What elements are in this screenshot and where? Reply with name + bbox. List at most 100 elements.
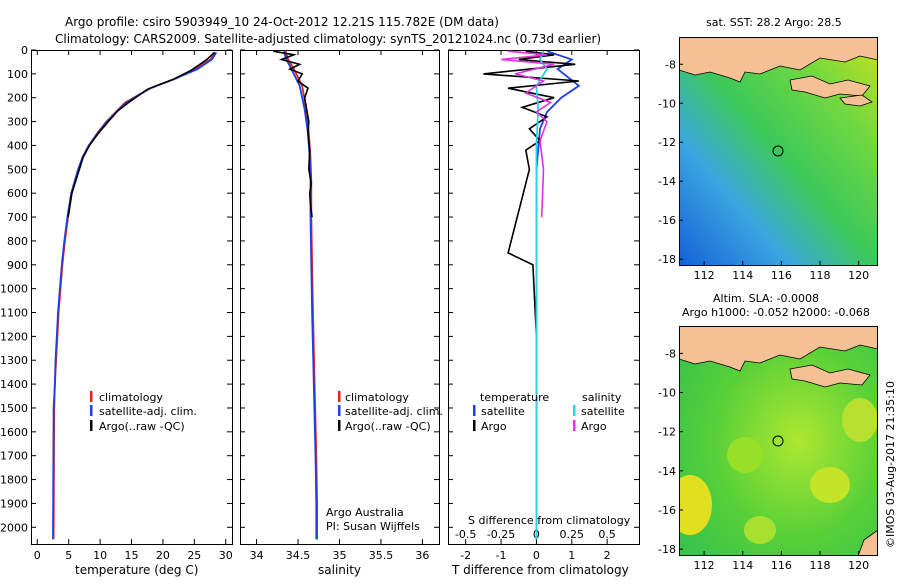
map-y-tick-label: -10 xyxy=(658,97,676,110)
watermark: ©IMOS 03-Aug-2017 21:35:10 xyxy=(884,381,897,548)
y-tick-label: 1100 xyxy=(0,307,28,320)
map-y-tick-label: -16 xyxy=(658,214,676,227)
land-sumbawa xyxy=(839,94,873,107)
map-y-tick-label: -8 xyxy=(665,347,676,360)
y-tick-label: 600 xyxy=(7,187,28,200)
legend-label-argo: Argo(..raw -QC) xyxy=(99,420,185,433)
y-tick-label: 300 xyxy=(7,116,28,129)
difference-xlabel: T difference from climatology xyxy=(451,563,629,577)
x-tick-label: 36 xyxy=(415,549,429,562)
legend-swatch-climatology xyxy=(338,391,341,402)
legend-label-argo: Argo(..raw -QC) xyxy=(345,420,431,433)
legend-label-s-argo: Argo xyxy=(581,420,607,433)
s-tick-label: 0.25 xyxy=(560,528,585,541)
legend-label-t-argo: Argo xyxy=(481,420,507,433)
salinity-panel xyxy=(240,50,440,545)
header-line-2: Climatology: CARS2009. Satellite-adjuste… xyxy=(55,32,601,46)
x-tick-label: 10 xyxy=(93,549,107,562)
x-tick-label: 2 xyxy=(604,549,611,562)
map-x-tick-label: 118 xyxy=(810,269,831,282)
series-line-clim xyxy=(52,51,216,540)
y-tick-label: 100 xyxy=(7,68,28,81)
series-line-argo xyxy=(483,50,579,337)
x-tick-label: 30 xyxy=(219,549,233,562)
x-tick-label: 1 xyxy=(568,549,575,562)
y-tick-label: 200 xyxy=(7,92,28,105)
series-line-sal_argo xyxy=(501,50,555,218)
legend-label-satellite: satellite-adj. clim. xyxy=(99,405,197,418)
map-y-tick-label: -8 xyxy=(665,58,676,71)
difference-legend: temperature salinity satellite Argo sate… xyxy=(473,391,625,433)
map-x-tick-label: 118 xyxy=(810,559,831,572)
map-x-tick-label: 112 xyxy=(694,269,715,282)
legend-label-t-satellite: satellite xyxy=(481,405,525,418)
legend-label-satellite: satellite-adj. clim. xyxy=(345,405,443,418)
legend-label-s-satellite: satellite xyxy=(581,405,625,418)
legend-title-salinity: salinity xyxy=(582,391,622,404)
temperature-legend: climatology satellite-adj. clim. Argo(..… xyxy=(90,391,197,433)
temperature-panel xyxy=(31,50,233,545)
temperature-xlabel: temperature (deg C) xyxy=(75,563,198,577)
land-java xyxy=(679,326,878,372)
s-tick-label: -0.5 xyxy=(455,528,476,541)
x-tick-label: -2 xyxy=(460,549,471,562)
y-tick-label: 1000 xyxy=(0,283,28,296)
argo-float-marker xyxy=(772,435,784,447)
map-x-tick-label: 116 xyxy=(771,269,792,282)
sst-map-title: sat. SST: 28.2 Argo: 28.5 xyxy=(706,16,842,29)
legend-swatch-satellite xyxy=(338,405,341,416)
legend-swatch-satellite xyxy=(90,405,93,416)
land-java xyxy=(679,37,878,83)
map-y-tick-label: -12 xyxy=(658,136,676,149)
y-tick-label: 1200 xyxy=(0,330,28,343)
series-line-argo xyxy=(67,51,215,218)
sst-map xyxy=(679,37,878,266)
legend-label-climatology: climatology xyxy=(99,391,163,404)
map-x-tick-label: 116 xyxy=(771,559,792,572)
y-tick-label: 2000 xyxy=(0,521,28,534)
sla-map xyxy=(679,326,878,556)
s-tick-label: 0.5 xyxy=(598,528,616,541)
y-tick-label: 0 xyxy=(21,44,28,57)
y-tick-label: 1700 xyxy=(0,450,28,463)
map-y-tick-label: -10 xyxy=(658,387,676,400)
legend-swatch-s-argo xyxy=(573,420,576,431)
map-x-tick-label: 114 xyxy=(732,559,753,572)
salinity-xlabel: salinity xyxy=(318,563,361,577)
legend-title-temperature: temperature xyxy=(480,391,549,404)
legend-label-climatology: climatology xyxy=(345,391,409,404)
y-tick-label: 400 xyxy=(7,139,28,152)
map-y-tick-label: -18 xyxy=(658,253,676,266)
land-bali-lombok xyxy=(789,364,871,388)
y-tick-label: 700 xyxy=(7,211,28,224)
series-line-sat xyxy=(535,50,581,540)
land-australia xyxy=(857,529,878,556)
legend-swatch-argo xyxy=(338,420,341,431)
header-line-1: Argo profile: csiro 5903949_10 24-Oct-20… xyxy=(65,15,499,29)
legend-swatch-argo xyxy=(90,420,93,431)
map-x-tick-label: 114 xyxy=(732,269,753,282)
pi-label: PI: Susan Wijffels xyxy=(326,520,420,533)
sla-map-title-2: Argo h1000: -0.052 h2000: -0.068 xyxy=(682,306,870,319)
x-tick-label: 15 xyxy=(125,549,139,562)
series-line-argo xyxy=(273,50,313,218)
sla-map-title-1: Altim. SLA: -0.0008 xyxy=(713,292,819,305)
difference-panel xyxy=(448,50,640,545)
map-x-tick-label: 120 xyxy=(848,269,869,282)
x-tick-label: 25 xyxy=(187,549,201,562)
x-tick-label: 34.5 xyxy=(286,549,311,562)
y-tick-label: 800 xyxy=(7,235,28,248)
legend-swatch-t-argo xyxy=(473,420,476,431)
map-y-tick-label: -16 xyxy=(658,504,676,517)
y-tick-label: 1400 xyxy=(0,378,28,391)
map-y-tick-label: -14 xyxy=(658,465,676,478)
map-x-tick-label: 120 xyxy=(848,559,869,572)
series-line-sat xyxy=(283,50,318,540)
salinity-legend: climatology satellite-adj. clim. Argo(..… xyxy=(338,391,443,433)
y-tick-label: 1900 xyxy=(0,497,28,510)
x-tick-label: 20 xyxy=(156,549,170,562)
s-tick-label: -0.25 xyxy=(487,528,515,541)
y-tick-label: 1600 xyxy=(0,426,28,439)
y-tick-label: 1500 xyxy=(0,402,28,415)
